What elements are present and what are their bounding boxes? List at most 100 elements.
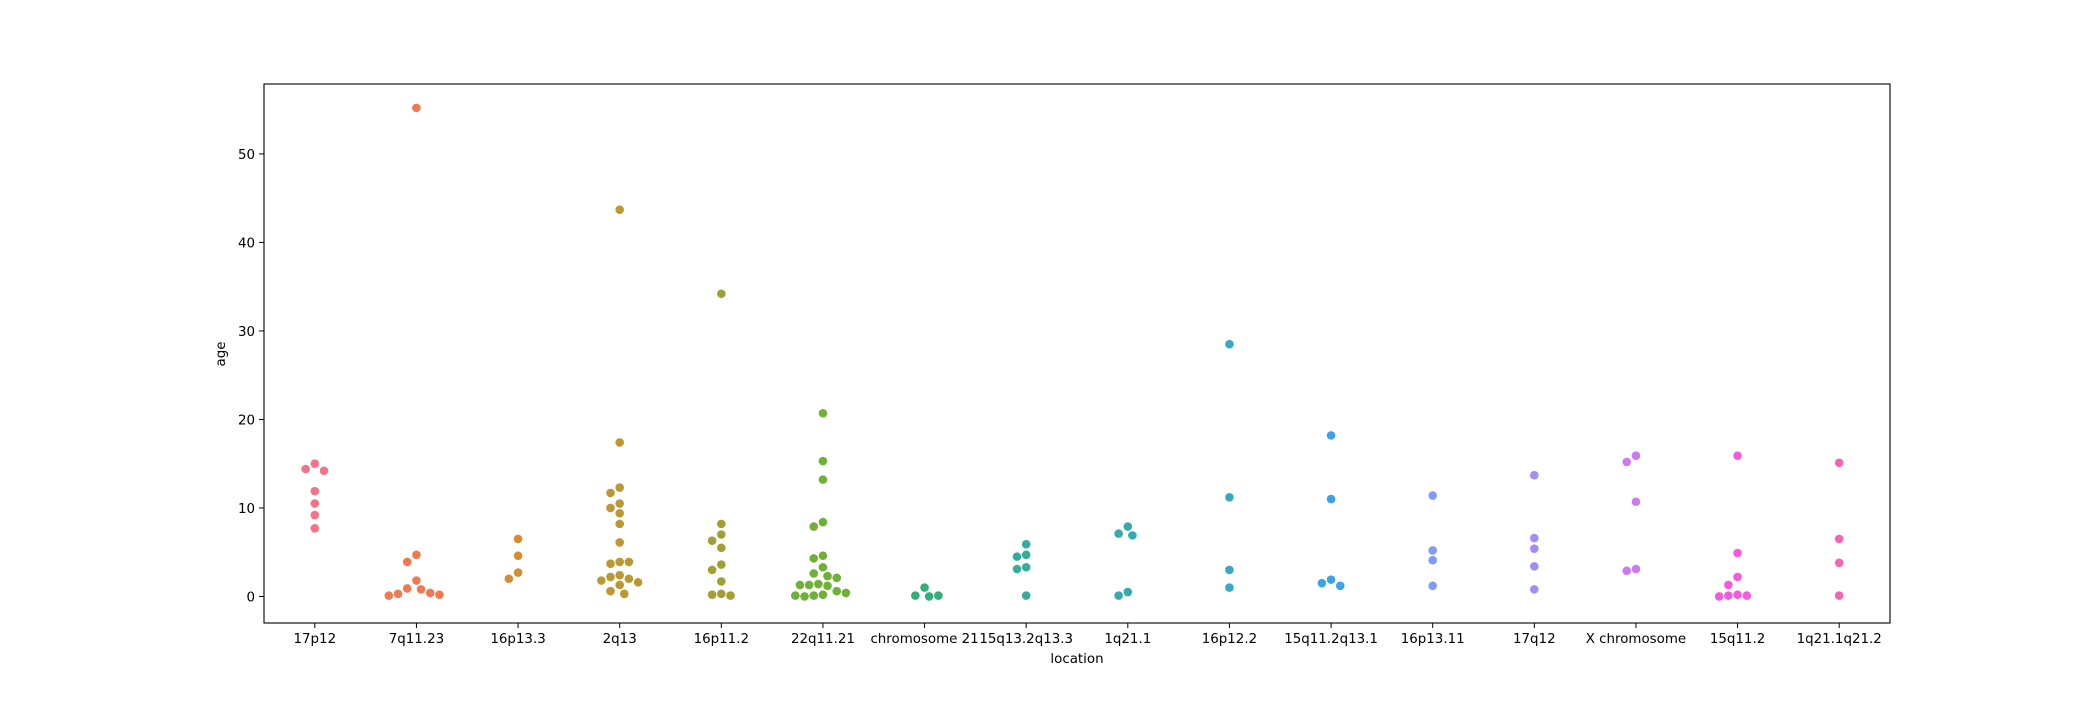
data-point — [804, 580, 814, 590]
data-point — [809, 522, 819, 531]
data-point — [384, 591, 394, 600]
data-point — [832, 586, 842, 596]
y-tick-label: 40 — [238, 236, 255, 251]
data-point — [615, 499, 624, 508]
data-point — [606, 572, 615, 582]
data-point — [809, 554, 819, 563]
data-point — [1622, 457, 1632, 467]
data-point — [717, 530, 726, 539]
data-point — [800, 592, 809, 601]
data-point — [1114, 529, 1123, 538]
data-point — [1530, 544, 1539, 553]
data-point — [615, 570, 624, 580]
data-point — [615, 519, 624, 529]
data-point — [818, 408, 828, 418]
data-point — [606, 559, 615, 569]
data-point — [707, 590, 717, 599]
data-point — [1631, 497, 1641, 507]
data-point — [619, 589, 629, 599]
x-tick-label: 17q12 — [1513, 632, 1556, 647]
data-point — [412, 103, 421, 113]
data-point — [717, 543, 726, 553]
data-point — [717, 289, 726, 299]
data-point — [1021, 550, 1031, 560]
data-point — [1021, 539, 1031, 549]
data-point — [1428, 491, 1437, 500]
x-tick-label: 15q11.2 — [1710, 632, 1765, 647]
data-point — [1128, 531, 1137, 540]
data-point — [633, 577, 643, 587]
data-point — [1733, 590, 1742, 599]
data-point — [1225, 583, 1234, 592]
data-point — [606, 586, 615, 596]
data-point — [1335, 581, 1345, 591]
data-point — [1530, 585, 1539, 594]
plot-frame — [263, 83, 1891, 624]
data-point — [1733, 572, 1742, 582]
data-point — [1631, 451, 1641, 461]
data-point — [818, 562, 828, 572]
x-tick-label: 17p12 — [294, 632, 337, 647]
y-tick-label: 20 — [238, 413, 255, 428]
data-point — [615, 508, 624, 518]
x-tick-label: 1q21.1 — [1104, 632, 1151, 647]
data-point — [393, 589, 403, 599]
data-point — [615, 483, 624, 492]
data-point — [717, 577, 726, 586]
data-point — [513, 551, 523, 561]
data-point — [818, 590, 828, 599]
data-point — [402, 557, 412, 567]
data-point — [1530, 562, 1539, 571]
x-tick-label: chromosome 21 — [870, 632, 978, 647]
data-point — [425, 588, 435, 598]
data-point — [606, 503, 615, 513]
data-point — [624, 574, 634, 584]
data-point — [818, 551, 828, 561]
data-point — [504, 574, 514, 584]
data-point — [416, 585, 426, 594]
x-tick-label: X chromosome — [1586, 632, 1686, 647]
x-axis-label: location — [1050, 652, 1103, 667]
data-point — [310, 459, 320, 468]
y-tick-label: 30 — [238, 325, 255, 340]
data-point — [726, 591, 735, 600]
data-point — [841, 588, 851, 598]
data-point — [707, 565, 717, 575]
data-point — [1530, 470, 1539, 480]
data-point — [319, 466, 329, 476]
data-point — [412, 576, 421, 585]
data-point — [1123, 522, 1133, 531]
data-point — [1733, 548, 1742, 558]
data-point — [795, 580, 805, 590]
x-tick-label: 1q21.1q21.2 — [1797, 632, 1882, 647]
data-point — [717, 519, 726, 529]
data-point — [717, 589, 726, 599]
data-point — [1834, 458, 1844, 468]
y-axis-label: age — [214, 342, 229, 367]
data-point — [1622, 566, 1632, 576]
data-point — [1530, 533, 1539, 543]
x-tick-label: 7q11.23 — [389, 632, 444, 647]
data-point — [1021, 562, 1031, 572]
data-point — [615, 557, 624, 567]
x-tick-label: 22q11.21 — [791, 632, 855, 647]
data-point — [1012, 564, 1022, 574]
data-point — [924, 592, 934, 601]
data-point — [823, 571, 832, 581]
data-point — [1631, 564, 1641, 574]
data-point — [832, 573, 842, 583]
data-point — [1326, 575, 1336, 584]
y-tick-label: 50 — [238, 148, 255, 163]
data-point — [1724, 591, 1733, 600]
data-point — [1724, 580, 1733, 590]
y-tick-label: 0 — [246, 590, 255, 605]
data-point — [814, 579, 823, 589]
data-point — [818, 456, 828, 466]
data-point — [1225, 565, 1234, 575]
data-point — [1428, 546, 1437, 555]
data-point — [624, 557, 634, 567]
data-point — [513, 534, 523, 544]
x-tick-label: 15q13.2q13.3 — [979, 632, 1073, 647]
